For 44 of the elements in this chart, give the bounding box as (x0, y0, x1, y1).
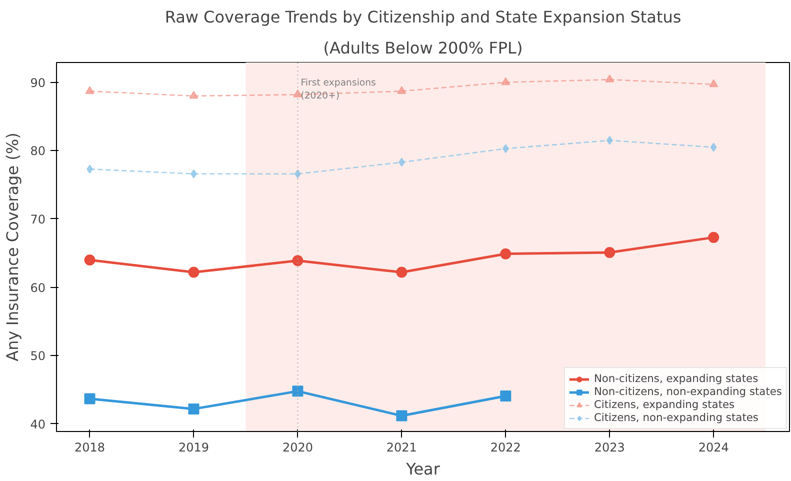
point (189, 90, 198, 99)
point (605, 74, 614, 82)
y-tick-label: 80 (30, 144, 46, 158)
x-tick-label: 2022 (490, 440, 521, 454)
point (293, 90, 302, 98)
point (84, 254, 96, 266)
point (188, 403, 200, 414)
y-tick-label: 60 (30, 280, 46, 295)
point (397, 86, 406, 94)
chart-title: Raw Coverage Trends by Citizenship and State Expansion Status (164, 8, 682, 26)
point (292, 386, 304, 397)
x-tick-label: 2020 (282, 440, 313, 454)
legend-label: Non-citizens, non-expanding states (594, 385, 782, 398)
legend-label: Non-citizens, expanding states (594, 372, 758, 385)
x-axis-title: Year (405, 460, 440, 478)
point (606, 136, 613, 145)
point (292, 255, 304, 266)
point (500, 390, 512, 402)
chart-subtitle: (Adults Below 200% FPL) (323, 38, 523, 58)
point (396, 410, 408, 422)
y-tick-label: 70 (30, 212, 46, 226)
point (708, 232, 720, 243)
point (502, 144, 509, 154)
point (84, 393, 96, 404)
ref-line-label: First expansions (2020+) (300, 78, 376, 102)
legend-label: Citizens, non-expanding states (594, 411, 758, 424)
x-tick-label: 2021 (386, 440, 417, 454)
point (85, 86, 94, 94)
point (710, 142, 717, 152)
y-axis-title: Any Insurance Coverage (%) (3, 132, 22, 362)
point (501, 77, 510, 86)
point (500, 248, 512, 260)
point (709, 79, 718, 88)
x-tick-label: 2024 (698, 440, 729, 454)
point (604, 246, 616, 258)
y-tick-label: 50 (30, 349, 46, 364)
y-tick-label: 40 (30, 417, 46, 432)
x-tick-label: 2018 (74, 440, 106, 454)
point (188, 266, 200, 278)
point (396, 266, 408, 278)
legend-label: Citizens, expanding states (594, 398, 735, 411)
x-tick-label: 2023 (594, 440, 625, 454)
y-tick-label: 90 (30, 76, 46, 90)
x-tick-label: 2019 (178, 440, 210, 454)
